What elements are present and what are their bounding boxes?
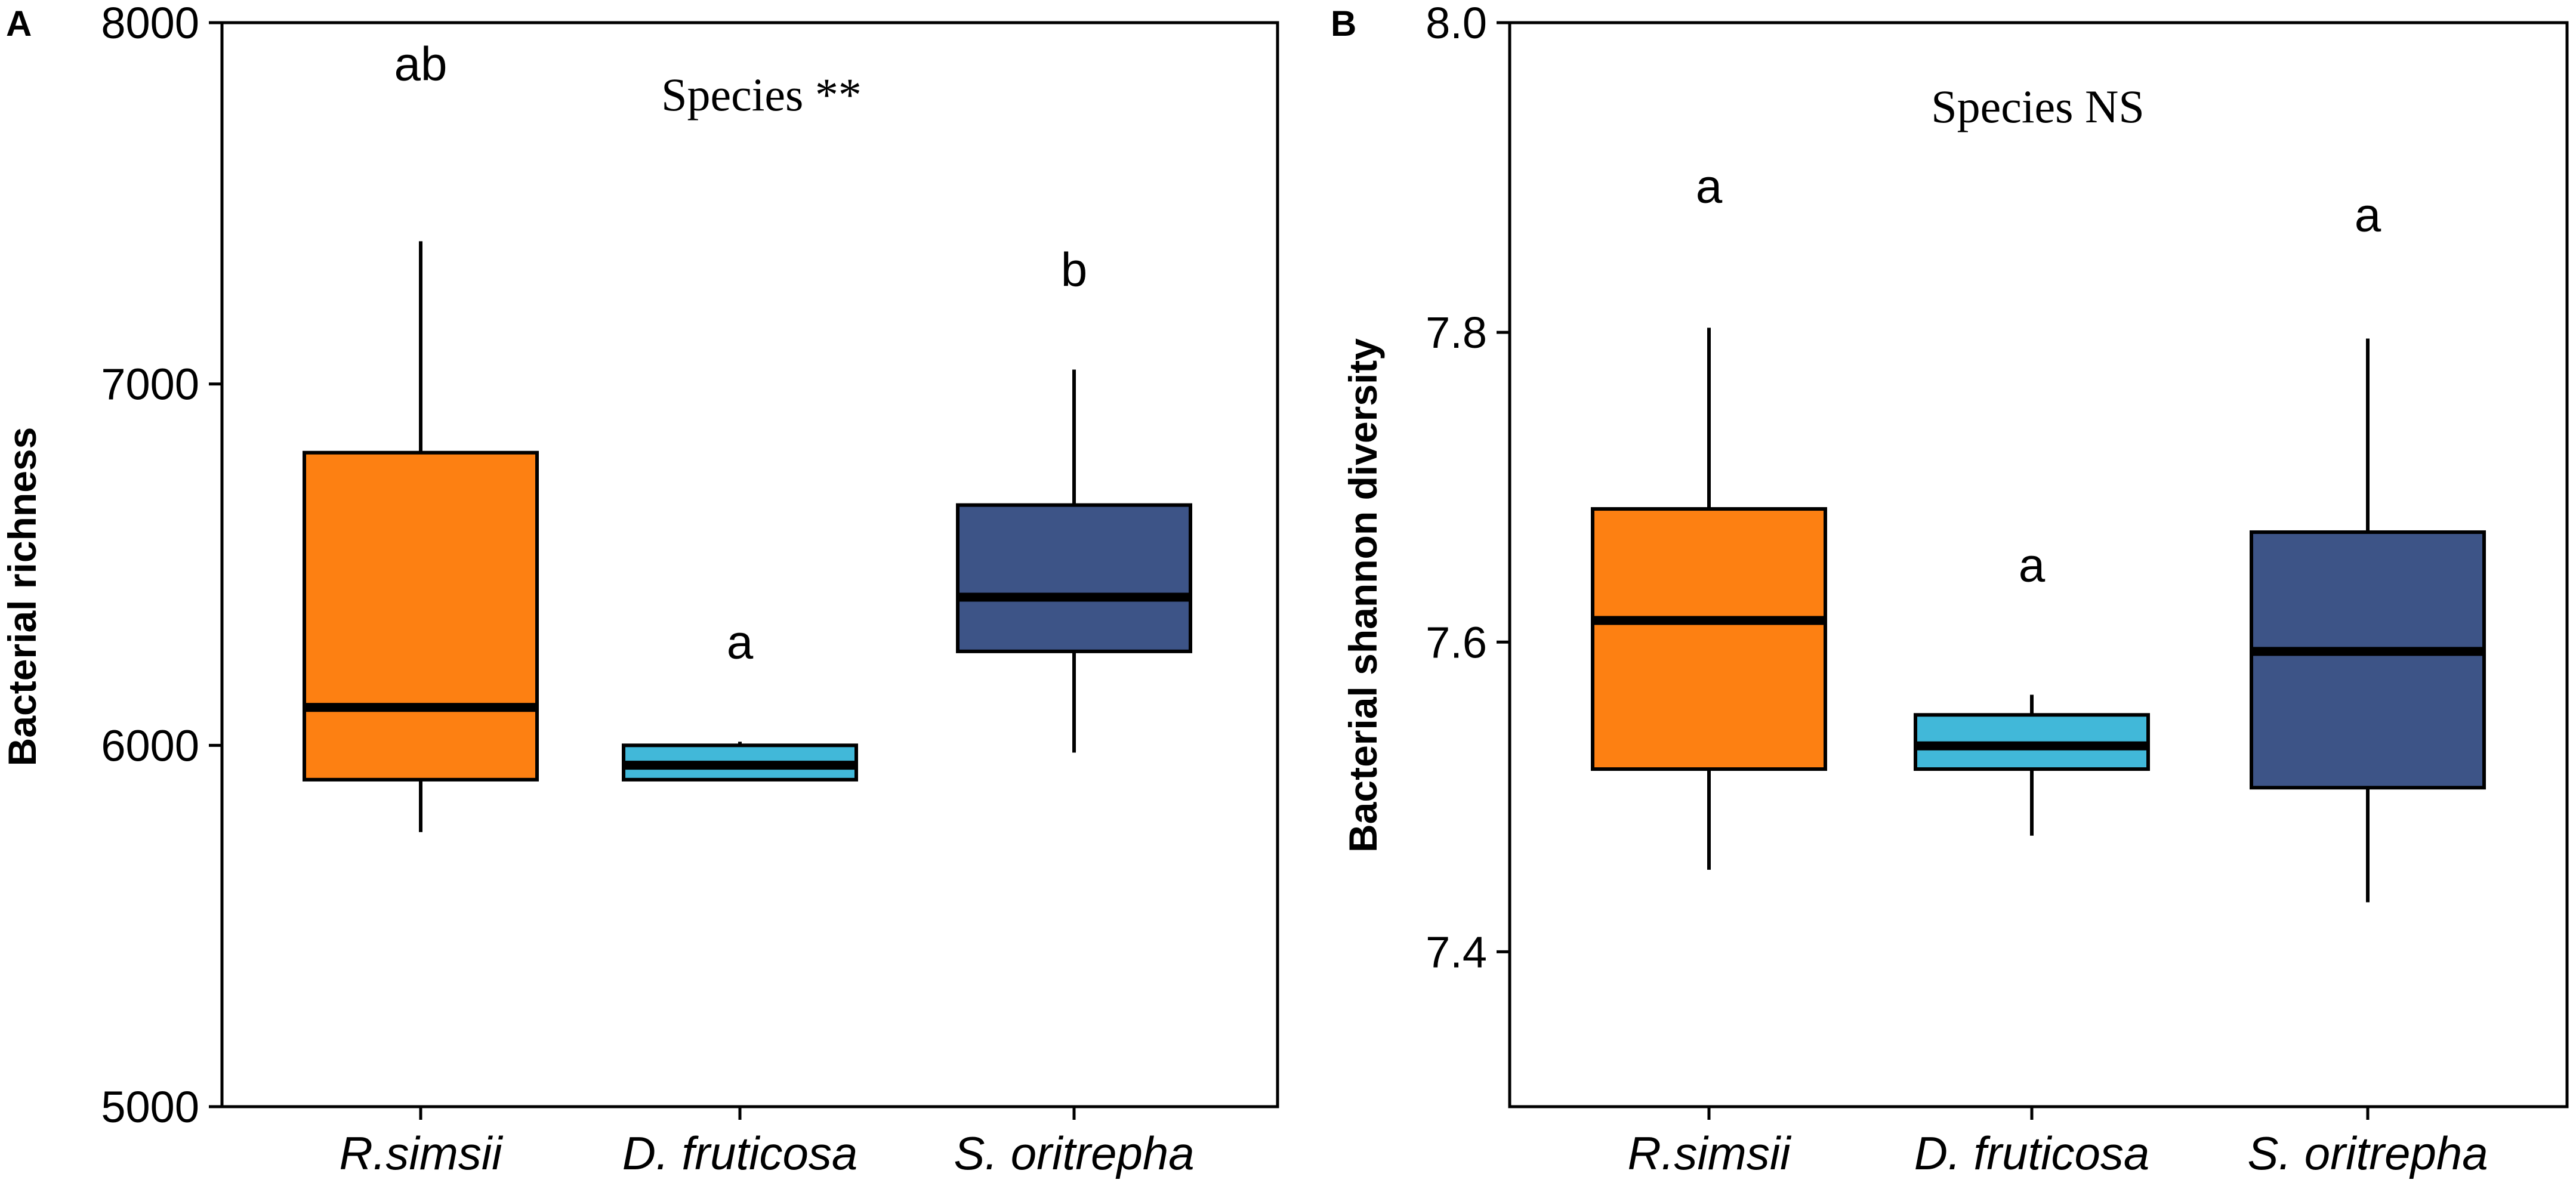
panel-a-ytick-label: 7000 <box>101 360 199 409</box>
panel-a-significance-letter-d-fruticosa: a <box>727 615 754 668</box>
panel-b-significance-letter-d-fruticosa: a <box>2019 539 2046 592</box>
panel-b-ytick-label: 7.4 <box>1426 927 1487 977</box>
panel-b-category-label-r-simsii: R.simsii <box>1628 1127 1793 1179</box>
panel-b-significance-letter-s-oritrepha: a <box>2355 189 2381 242</box>
panel-a-annotation: Species ** <box>661 69 862 121</box>
panel-b-frame <box>1508 21 2569 1108</box>
panel-a-frame <box>220 21 1279 1108</box>
panel-a-category-label-d-fruticosa: D. fruticosa <box>622 1127 857 1179</box>
panel-a-category-label-s-oritrepha: S. oritrepha <box>954 1127 1194 1179</box>
panel-a-letter: A <box>6 4 32 44</box>
panel-a-ytick-label: 6000 <box>101 721 199 770</box>
panel-a-box-s-oritrepha <box>956 503 1192 653</box>
panel-a-y-axis-title: Bacterial richness <box>0 427 44 767</box>
panel-a-category-label-r-simsii: R.simsii <box>340 1127 504 1179</box>
panel-b-category-label-d-fruticosa: D. fruticosa <box>1914 1127 2149 1179</box>
panel-a-box-r-simsii <box>303 450 539 782</box>
panel-b-annotation: Species NS <box>1931 81 2144 132</box>
panel-b-ytick-label: 7.6 <box>1426 617 1487 667</box>
panel-a-significance-letter-r-simsii: ab <box>394 37 448 90</box>
panel-b-box-r-simsii <box>1591 507 1827 771</box>
panel-b-category-label-s-oritrepha: S. oritrepha <box>2247 1127 2488 1179</box>
panel-b-significance-letter-r-simsii: a <box>1696 159 1723 212</box>
panel-b-ytick-label: 8.0 <box>1426 0 1487 48</box>
panel-b-letter: B <box>1331 4 1356 44</box>
panel-b-y-axis-title: Bacterial shannon diversity <box>1341 338 1385 853</box>
panel-b-box-s-oritrepha <box>2250 530 2486 790</box>
panel-a-ytick-label: 5000 <box>101 1082 199 1132</box>
panel-a-ytick-label: 8000 <box>101 0 199 48</box>
panel-b-ytick-label: 7.8 <box>1426 308 1487 357</box>
panel-a-significance-letter-s-oritrepha: b <box>1061 243 1088 296</box>
